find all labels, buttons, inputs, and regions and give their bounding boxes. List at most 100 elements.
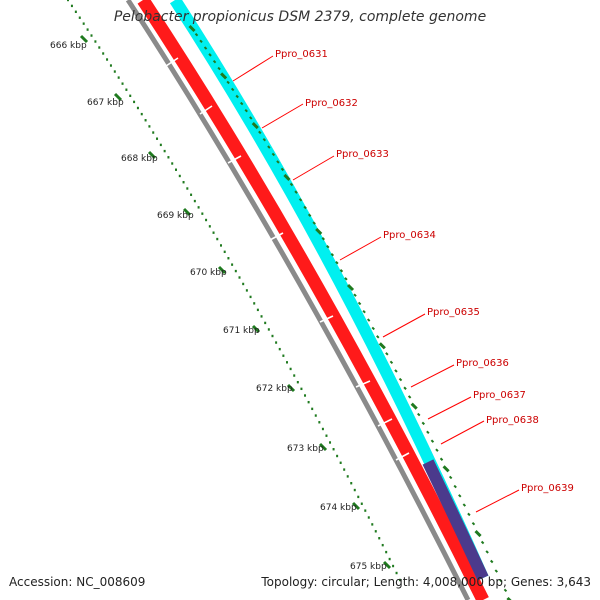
gene-label[interactable]: Ppro_0633 — [336, 149, 389, 160]
outer-tick — [283, 173, 291, 181]
outer-tick — [251, 122, 259, 130]
tick-label: 667 kbp — [87, 98, 124, 108]
scale-dot — [399, 578, 401, 582]
scale-dot — [90, 34, 93, 37]
scale-ticks — [79, 34, 392, 570]
scale-dot — [260, 315, 263, 318]
scale-dot — [307, 400, 310, 404]
outer-tick — [212, 59, 217, 64]
outer-tick — [344, 277, 348, 281]
topology-info: Topology: circular; Length: 4,008,000 bp… — [261, 575, 591, 589]
outer-tick — [458, 494, 462, 498]
scale-tick — [382, 560, 392, 570]
scale-dot — [94, 40, 97, 43]
outer-tick — [407, 395, 412, 399]
outer-tick — [357, 301, 362, 306]
gene-label[interactable]: Ppro_0634 — [383, 230, 436, 241]
scale-dot — [117, 76, 120, 79]
scale-tick — [286, 383, 296, 393]
outer-tick — [499, 578, 503, 583]
tick-label: 672 kbp — [256, 384, 293, 394]
outer-tick — [230, 87, 235, 92]
scale-dot — [245, 289, 248, 292]
scale-dot — [293, 374, 296, 377]
outer-tick — [194, 32, 199, 37]
outer-tick-ring — [188, 24, 512, 600]
scale-dot — [78, 16, 81, 19]
tick-label: 670 kbp — [190, 268, 227, 278]
scale-labels: 666 kbp 667 kbp 668 kbp 669 kbp 670 kbp … — [50, 41, 387, 572]
scale-dot — [385, 550, 388, 554]
outer-tick — [326, 244, 330, 249]
scale-dot — [109, 64, 112, 67]
gene-label[interactable]: Ppro_0631 — [275, 49, 328, 60]
scale-dot — [171, 162, 174, 165]
gene-label[interactable]: Ppro_0638 — [486, 415, 539, 426]
outer-tick — [417, 412, 421, 417]
tick-label: 675 kbp — [350, 562, 387, 572]
tick-label: 674 kbp — [320, 503, 357, 513]
scale-dot — [193, 199, 196, 203]
scale-dot — [249, 295, 252, 299]
scale-dot — [133, 100, 136, 104]
scale-dot — [242, 282, 245, 286]
scale-dot — [371, 523, 374, 526]
scale-dot — [140, 112, 143, 116]
tick-label: 671 kbp — [223, 326, 260, 336]
scale-dot — [144, 119, 147, 122]
outer-tick — [315, 227, 323, 235]
scale-dot — [353, 488, 356, 492]
outer-tick — [294, 190, 298, 194]
outer-tick — [276, 160, 280, 164]
outer-tick — [280, 167, 285, 172]
scale-dot — [163, 149, 166, 153]
tick-label: 666 kbp — [50, 41, 87, 51]
outer-tick — [203, 46, 208, 50]
scale-dot — [190, 193, 193, 196]
scale-dot — [374, 530, 377, 533]
outer-tick — [262, 137, 267, 142]
outer-tick — [485, 550, 489, 554]
cds-boundaries — [165, 57, 410, 461]
scale-dot — [350, 482, 353, 485]
scale-dot — [314, 414, 317, 417]
outer-tick — [244, 109, 248, 113]
scale-dot — [278, 347, 281, 351]
cds-track — [137, 0, 489, 600]
gene-label[interactable]: Ppro_0635 — [427, 307, 480, 318]
outer-tick — [503, 588, 508, 593]
gene-label[interactable]: Ppro_0639 — [521, 483, 574, 494]
outer-tick — [421, 421, 425, 426]
scale-dot — [321, 427, 324, 431]
scale-dot — [182, 181, 185, 184]
gene-labels: Ppro_0631 Ppro_0632 Ppro_0633 Ppro_0634 … — [275, 49, 574, 494]
scale-dot — [360, 502, 363, 505]
scale-dot — [178, 174, 181, 178]
outer-tick — [321, 237, 325, 241]
outer-tick — [220, 72, 228, 80]
scale-dot — [282, 354, 285, 357]
scale-dot — [332, 448, 335, 451]
outer-tick — [474, 530, 482, 538]
outer-tick — [394, 369, 398, 373]
scale-dot — [197, 206, 200, 209]
outer-tick — [199, 39, 203, 44]
outer-tick — [435, 448, 439, 452]
gene-label[interactable]: Ppro_0636 — [456, 358, 509, 369]
scale-tick — [79, 34, 89, 44]
scale-tick — [217, 265, 227, 275]
outer-tick — [410, 402, 418, 410]
scale-dot — [219, 244, 222, 247]
outer-tick — [462, 503, 467, 507]
scale-dot — [300, 387, 303, 391]
gene-label[interactable]: Ppro_0637 — [473, 390, 526, 401]
scale-dot — [208, 225, 211, 228]
scale-dot — [106, 58, 109, 61]
accession-info: Accession: NC_008609 — [9, 575, 145, 589]
scale-dot — [256, 308, 259, 312]
scale-dot — [223, 250, 226, 254]
scale-dot — [238, 276, 241, 279]
gene-label[interactable]: Ppro_0632 — [305, 98, 358, 109]
scale-dot — [74, 10, 77, 14]
